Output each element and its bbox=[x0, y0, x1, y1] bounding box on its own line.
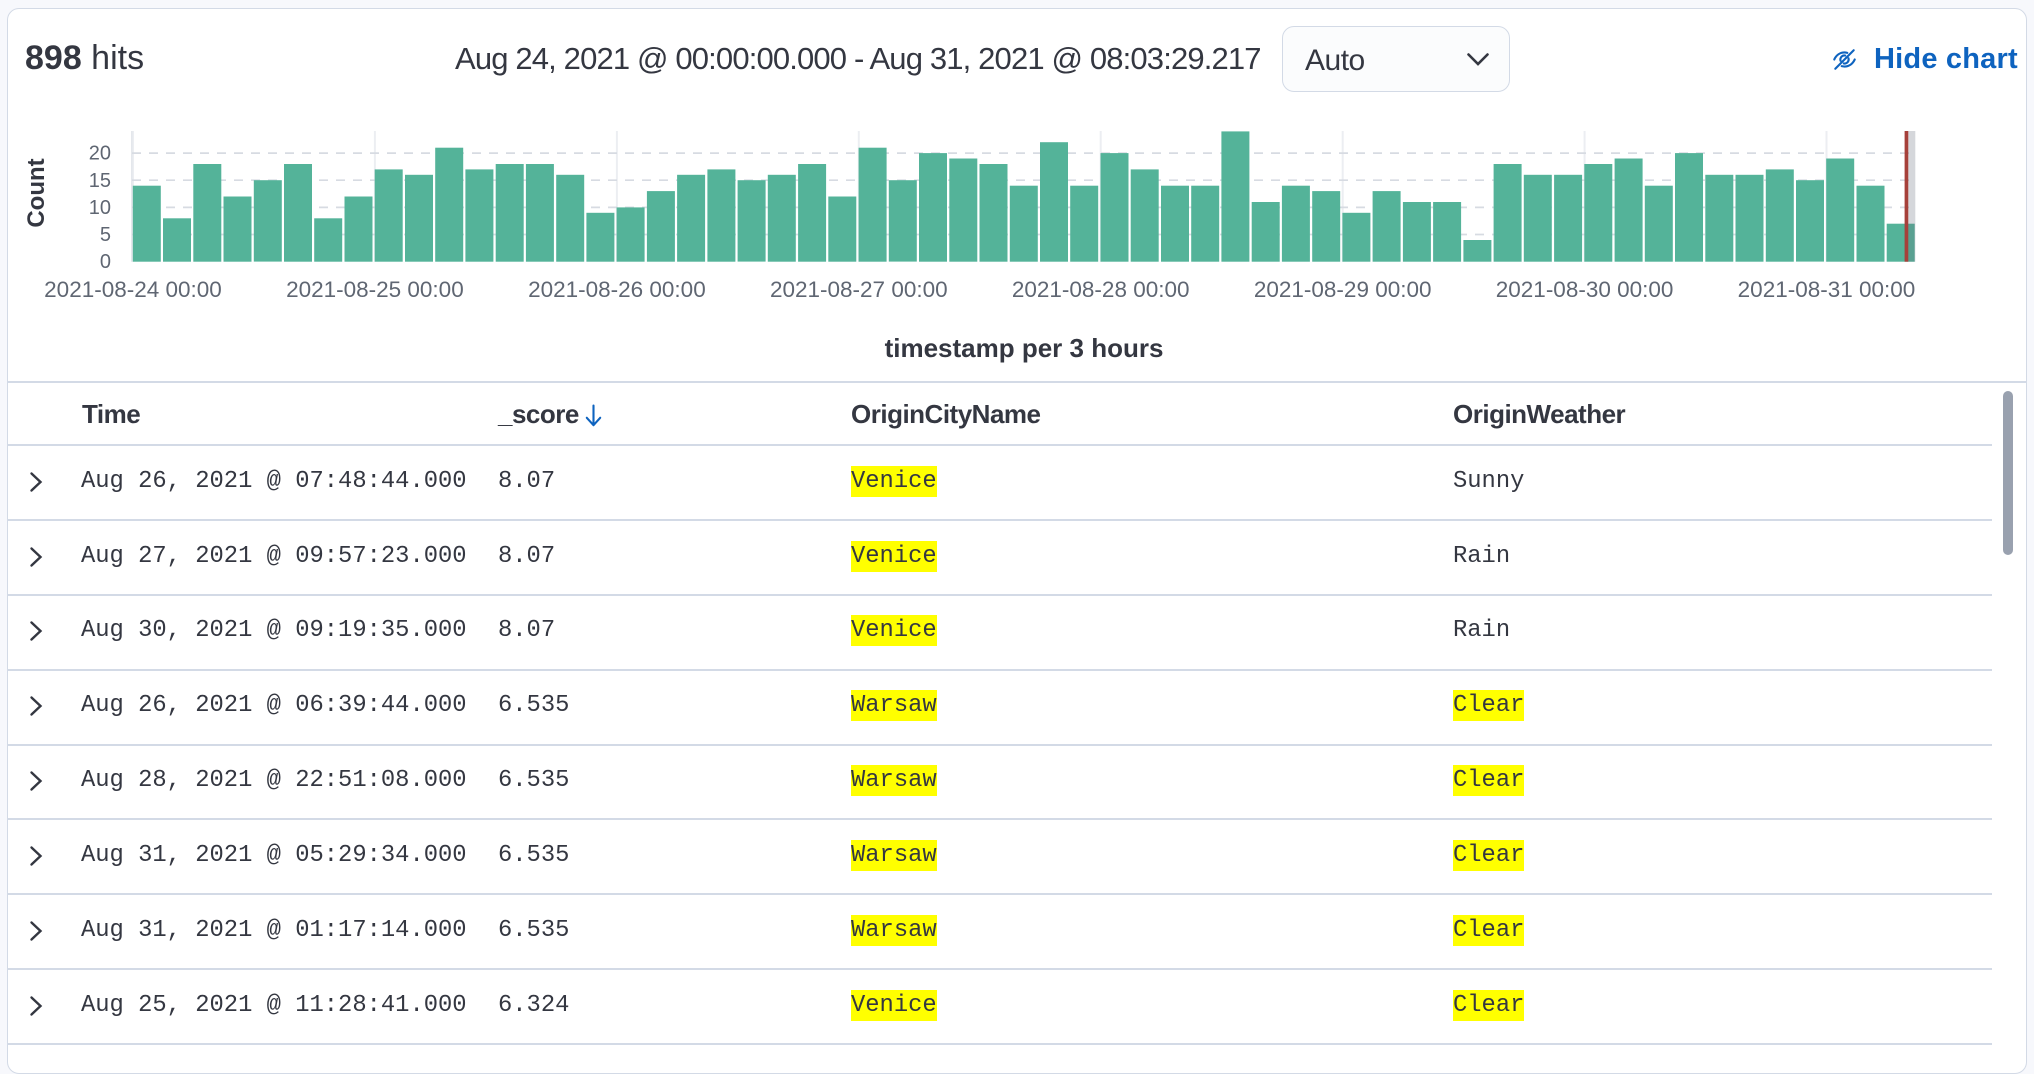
svg-text:2021-08-31 00:00: 2021-08-31 00:00 bbox=[1738, 277, 1916, 302]
svg-text:15: 15 bbox=[89, 170, 111, 192]
svg-text:Count: Count bbox=[23, 158, 50, 227]
svg-text:2021-08-28 00:00: 2021-08-28 00:00 bbox=[1012, 277, 1190, 302]
svg-text:5: 5 bbox=[100, 224, 111, 246]
svg-text:2021-08-25 00:00: 2021-08-25 00:00 bbox=[286, 277, 464, 302]
svg-text:2021-08-26 00:00: 2021-08-26 00:00 bbox=[528, 277, 706, 302]
svg-text:2021-08-27 00:00: 2021-08-27 00:00 bbox=[770, 277, 948, 302]
svg-text:10: 10 bbox=[89, 197, 111, 219]
svg-text:20: 20 bbox=[89, 143, 111, 165]
svg-text:2021-08-29 00:00: 2021-08-29 00:00 bbox=[1254, 277, 1432, 302]
svg-text:0: 0 bbox=[100, 251, 111, 273]
svg-text:2021-08-24 00:00: 2021-08-24 00:00 bbox=[44, 277, 222, 302]
svg-text:timestamp per 3 hours: timestamp per 3 hours bbox=[885, 333, 1164, 363]
svg-text:2021-08-30 00:00: 2021-08-30 00:00 bbox=[1496, 277, 1674, 302]
